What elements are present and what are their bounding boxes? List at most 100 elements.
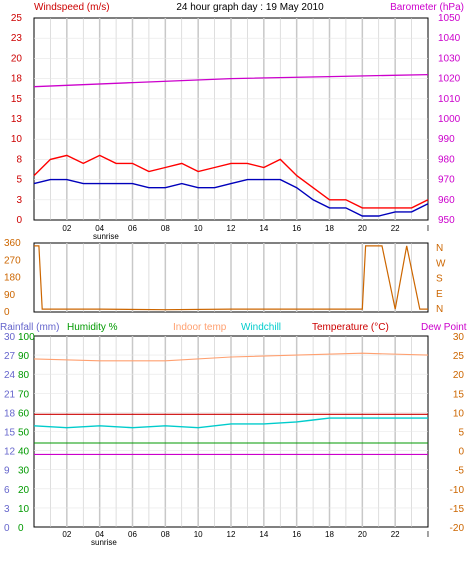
compass-tick-label: W: [436, 258, 446, 269]
rainfall-y-tick-label: 27: [4, 351, 16, 362]
windchill-axis-title: Windchill: [241, 322, 281, 333]
wind-x-tick-label: 12: [227, 224, 236, 233]
wind_avg-line: [33, 178, 429, 217]
temperature-y-tick-label: 10: [453, 408, 465, 419]
humidity-y-tick-label: 90: [18, 351, 30, 362]
wind-y-tick-label: 5: [16, 175, 22, 186]
temperature-x-tick-label: 08: [161, 530, 170, 539]
chart-title: 24 hour graph day : 19 May 2010: [176, 2, 324, 13]
wind-x-tick-label: 04: [95, 224, 104, 233]
direction-y-tick-label: 180: [4, 273, 21, 284]
wind-x-tick-label: 02: [62, 224, 71, 233]
wind-x-tick-label: 06: [128, 224, 137, 233]
humidity-y-tick-label: 80: [18, 370, 30, 381]
rainfall-y-tick-label: 0: [4, 523, 10, 534]
wind-y-tick-label: 10: [11, 134, 23, 145]
temperature-y-tick-label: 15: [453, 389, 465, 400]
wind-x-tick-label: 14: [259, 224, 268, 233]
humidity-y-tick-label: 50: [18, 428, 30, 439]
barometer-y-tick-label: 960: [438, 195, 455, 206]
humidity-axis-title: Humidity %: [67, 322, 118, 333]
humidity-y-tick-label: 10: [18, 504, 30, 515]
humidity-y-tick-label: 0: [18, 523, 24, 534]
humidity-y-tick-label: 30: [18, 466, 30, 477]
humidity-y-tick-label: 60: [18, 408, 30, 419]
rainfall-y-tick-label: 18: [4, 408, 16, 419]
chart-marks: 0358101315182023259509609709809901000101…: [4, 13, 464, 539]
temperature-x-tick-label: 04: [95, 530, 104, 539]
indoor-line: [33, 352, 429, 362]
rainfall-y-tick-label: 30: [4, 332, 16, 343]
wind-direction-line: [34, 245, 428, 311]
wind-x-tick-label: 22: [391, 224, 400, 233]
temperature-y-tick-label: -20: [450, 523, 465, 534]
direction-y-tick-label: 360: [4, 238, 21, 249]
temperature-y-tick-label: 0: [458, 447, 464, 458]
wind-x-tick-label: 16: [292, 224, 301, 233]
compass-tick-label: N: [436, 243, 443, 254]
wind-x-tick-label: 20: [358, 224, 367, 233]
rainfall-y-tick-label: 24: [4, 370, 16, 381]
barometer-y-tick-label: 1050: [438, 13, 461, 24]
dewpoint-axis-title: Dew Point: [421, 322, 467, 333]
barometer-y-tick-label: 1000: [438, 114, 461, 125]
barometer-line: [33, 73, 429, 88]
barometer-y-tick-label: 1040: [438, 33, 461, 44]
wind-x-tick-label: 10: [194, 224, 203, 233]
temperature-x-tick-label: I: [427, 530, 429, 539]
compass-tick-label: S: [436, 274, 443, 285]
wind-y-tick-label: 23: [11, 33, 23, 44]
temperature-axis-title: Temperature (°C): [312, 322, 389, 333]
wind-y-tick-label: 20: [11, 53, 23, 64]
rainfall-y-tick-label: 12: [4, 447, 16, 458]
humidity-y-tick-label: 70: [18, 389, 30, 400]
barometer-y-tick-label: 980: [438, 154, 455, 165]
barometer-y-tick-label: 970: [438, 175, 455, 186]
temperature-x-tick-label: 06: [128, 530, 137, 539]
compass-tick-label: N: [436, 304, 443, 315]
wind-axis-title: Windspeed (m/s): [34, 2, 110, 13]
temperature-y-tick-label: 20: [453, 370, 465, 381]
temperature-x-tick-label: 10: [194, 530, 203, 539]
rainfall-y-tick-label: 9: [4, 466, 10, 477]
wind-y-tick-label: 25: [11, 13, 23, 24]
temperature-x-tick-label: 18: [325, 530, 334, 539]
wind-x-tick-label: I: [427, 224, 429, 233]
barometer-y-tick-label: 950: [438, 215, 455, 226]
compass-tick-label: E: [436, 289, 443, 300]
rainfall-axis-title: Rainfall (mm): [0, 322, 59, 333]
temperature-x-tick-label: 12: [227, 530, 236, 539]
barometer-y-tick-label: 1030: [438, 53, 461, 64]
rainfall-y-tick-label: 21: [4, 389, 16, 400]
temperature-x-tick-label: 14: [259, 530, 268, 539]
barometer-y-tick-label: 1010: [438, 94, 461, 105]
windchill-line: [33, 417, 428, 429]
temperature-y-tick-label: 5: [458, 428, 464, 439]
wind-y-tick-label: 3: [16, 195, 22, 206]
barometer-axis-title: Barometer (hPa): [390, 2, 464, 13]
temperature-y-tick-label: 30: [453, 332, 465, 343]
barometer-y-tick-label: 990: [438, 134, 455, 145]
rainfall-y-tick-label: 6: [4, 485, 10, 496]
humidity-y-tick-label: 20: [18, 485, 30, 496]
temperature-x-tick-label: 22: [391, 530, 400, 539]
humidity-y-tick-label: 100: [18, 332, 35, 343]
wind-y-tick-label: 8: [16, 154, 22, 165]
wind-x-tick-label: 08: [161, 224, 170, 233]
sunrise-label: sunrise: [93, 232, 119, 241]
rainfall-y-tick-label: 3: [4, 504, 10, 515]
wind-y-tick-label: 0: [16, 215, 22, 226]
wind_gust-line: [33, 154, 429, 209]
wind-y-tick-label: 13: [11, 114, 23, 125]
rainfall-y-tick-label: 15: [4, 428, 16, 439]
temperature-x-tick-label: 16: [292, 530, 301, 539]
direction-y-tick-label: 0: [4, 307, 10, 318]
indoor-temp-axis-title: Indoor temp: [173, 322, 227, 333]
temperature-y-tick-label: -10: [450, 485, 465, 496]
direction-y-tick-label: 270: [4, 255, 21, 266]
wind-x-tick-label: 18: [325, 224, 334, 233]
temperature-y-tick-label: -15: [450, 504, 465, 515]
wind-y-tick-label: 15: [11, 94, 23, 105]
